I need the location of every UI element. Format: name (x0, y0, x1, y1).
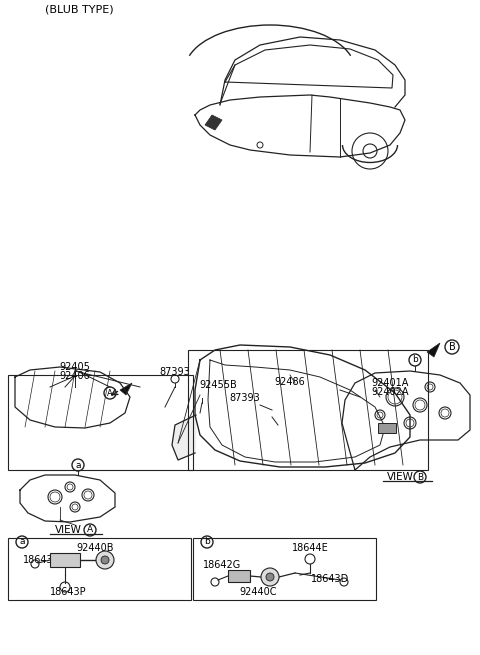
Text: 87393: 87393 (160, 367, 191, 377)
Text: 18643P: 18643P (50, 587, 86, 597)
Bar (50, 553, 80, 567)
Text: 92405: 92405 (60, 362, 90, 372)
Circle shape (266, 573, 274, 581)
Polygon shape (172, 415, 196, 460)
Text: 87393: 87393 (229, 393, 260, 403)
Polygon shape (20, 475, 115, 522)
Circle shape (96, 551, 114, 569)
Circle shape (101, 556, 109, 564)
Text: a: a (75, 460, 81, 470)
Text: 92401A: 92401A (372, 378, 408, 388)
Bar (378, 423, 396, 433)
Text: (BLUB TYPE): (BLUB TYPE) (45, 5, 114, 15)
Text: 92455B: 92455B (199, 380, 237, 390)
Bar (8, 375, 193, 470)
Bar (188, 350, 428, 470)
Polygon shape (427, 343, 440, 357)
Text: VIEW: VIEW (55, 525, 82, 535)
Text: 92402A: 92402A (371, 387, 409, 397)
Polygon shape (120, 383, 132, 395)
Bar (228, 570, 250, 582)
Text: A: A (107, 388, 113, 398)
Text: b: b (412, 356, 418, 364)
Text: B: B (417, 472, 423, 481)
Text: a: a (19, 538, 25, 546)
Circle shape (261, 568, 279, 586)
Text: 18643D: 18643D (311, 574, 349, 584)
Text: 18643D: 18643D (23, 555, 61, 565)
Polygon shape (15, 367, 130, 428)
Polygon shape (195, 345, 410, 467)
Text: VIEW: VIEW (386, 472, 413, 482)
Text: 92406: 92406 (60, 371, 90, 381)
Text: 92440C: 92440C (239, 587, 277, 597)
Text: b: b (204, 538, 210, 546)
Text: 92440B: 92440B (76, 543, 114, 553)
Bar (193, 538, 376, 600)
Text: 92486: 92486 (275, 377, 305, 387)
Polygon shape (342, 371, 470, 470)
Bar (8, 538, 191, 600)
Text: B: B (449, 342, 456, 352)
Text: 18642G: 18642G (203, 560, 241, 570)
Text: A: A (87, 525, 93, 534)
Polygon shape (205, 115, 222, 130)
Text: 18644E: 18644E (292, 543, 328, 553)
